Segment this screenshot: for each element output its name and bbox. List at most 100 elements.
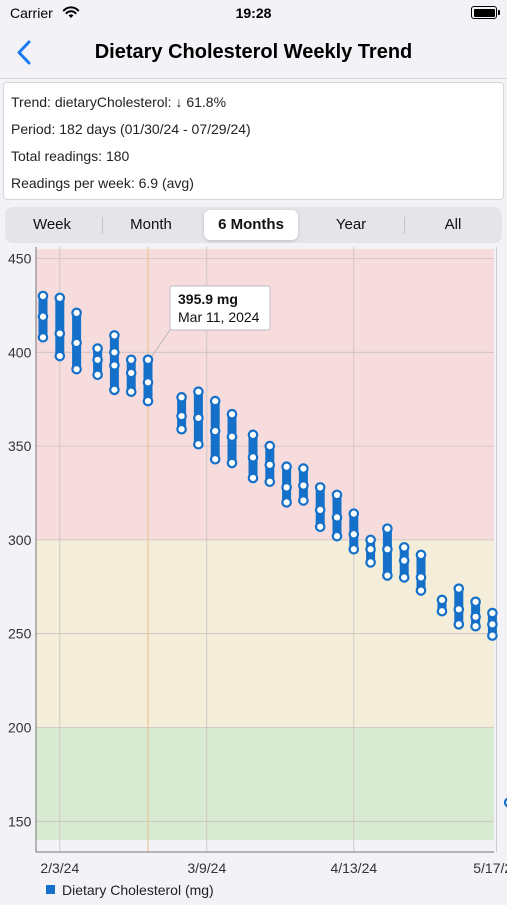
- data-point: [37, 311, 49, 322]
- data-point: [415, 549, 427, 561]
- status-bar: Carrier 19:28: [0, 0, 507, 28]
- segment-6-months[interactable]: 6 Months: [204, 210, 298, 240]
- y-tick-label: 200: [8, 720, 32, 736]
- data-point: [247, 472, 259, 484]
- data-point: [92, 369, 103, 381]
- data-point: [142, 377, 154, 388]
- data-point: [247, 452, 259, 463]
- data-point: [298, 480, 309, 491]
- data-point: [331, 530, 343, 542]
- data-point: [71, 363, 82, 375]
- data-point: [348, 508, 360, 519]
- data-point: [298, 463, 309, 474]
- data-point: [92, 354, 103, 366]
- back-button[interactable]: [10, 38, 40, 68]
- data-point: [264, 440, 276, 452]
- data-point: [314, 521, 326, 533]
- time-range-segmented-control: Week Month 6 Months Year All: [5, 207, 502, 243]
- data-point: [365, 543, 376, 555]
- data-point: [298, 495, 309, 506]
- data-point: [436, 594, 448, 606]
- x-tick-label: 2/3/24: [40, 860, 79, 876]
- data-point: [71, 307, 82, 319]
- data-point: [398, 542, 410, 553]
- data-point: [109, 360, 120, 371]
- x-tick-label: 5/17/24: [473, 860, 507, 876]
- data-point: [176, 410, 187, 422]
- data-point: [382, 543, 393, 555]
- data-point: [281, 482, 292, 493]
- data-point: [176, 423, 187, 435]
- data-point: [470, 620, 481, 632]
- data-point: [125, 354, 137, 366]
- data-point: [209, 453, 221, 465]
- data-point: [54, 292, 66, 304]
- segment-year[interactable]: Year: [335, 216, 367, 233]
- data-point: [415, 585, 427, 596]
- trend-text: Trend: dietaryCholesterol: ↓ 61.8%: [11, 94, 227, 110]
- tooltip-value: 395.9 mg: [178, 291, 238, 307]
- data-point: [331, 512, 343, 523]
- tooltip-date: Mar 11, 2024: [178, 309, 260, 325]
- data-point: [125, 386, 137, 397]
- segment-month[interactable]: Month: [130, 216, 172, 233]
- y-tick-label: 450: [8, 251, 32, 267]
- data-point: [281, 497, 292, 508]
- data-point: [142, 395, 154, 407]
- data-point: [71, 337, 82, 349]
- data-point: [247, 429, 259, 441]
- data-point: [54, 328, 66, 339]
- chevron-left-icon: [17, 40, 31, 65]
- segment-all[interactable]: All: [444, 216, 462, 233]
- zone-band: [36, 727, 494, 841]
- data-point: [453, 619, 465, 630]
- tooltip-leader: [151, 329, 171, 357]
- data-point: [226, 457, 238, 469]
- y-tick-label: 400: [8, 344, 32, 360]
- total-readings-text: Total readings: 180: [11, 148, 130, 164]
- data-point: [453, 604, 465, 615]
- segment-week[interactable]: Week: [32, 216, 72, 233]
- data-point: [37, 290, 49, 302]
- y-tick-label: 350: [8, 438, 32, 454]
- period-text: Period: 182 days (01/30/24 - 07/29/24): [11, 121, 251, 137]
- cholesterol-chart[interactable]: 450 400 350 300 250 200 150 2/3/24 3/9/24 4/13/24…: [0, 246, 507, 900]
- data-point: [487, 607, 498, 619]
- legend-swatch: [46, 885, 55, 894]
- data-point: [37, 331, 49, 343]
- wifi-icon: [62, 6, 80, 18]
- data-point: [398, 555, 410, 566]
- data-point: [382, 523, 393, 534]
- y-tick-label: 300: [8, 532, 32, 548]
- data-point: [398, 572, 410, 583]
- data-point: [125, 367, 137, 379]
- data-point: [281, 461, 292, 473]
- data-point: [264, 476, 276, 488]
- battery-icon: [471, 6, 500, 19]
- data-point: [226, 408, 238, 420]
- segment-divider: [404, 217, 405, 234]
- data-point: [470, 596, 481, 608]
- data-point: [348, 543, 360, 555]
- x-tick-label: 3/9/24: [187, 860, 226, 876]
- readings-per-week-text: Readings per week: 6.9 (avg): [11, 175, 194, 191]
- data-point: [314, 504, 326, 516]
- data-point: [487, 630, 498, 641]
- page-title: Dietary Cholesterol Weekly Trend: [94, 41, 413, 63]
- tooltip-box: [169, 285, 271, 331]
- data-point: [109, 384, 120, 396]
- data-point: [415, 572, 427, 583]
- data-point: [487, 619, 498, 630]
- summary-card: Trend: dietaryCholesterol: ↓ 61.8% Perio…: [3, 82, 504, 200]
- segment-divider: [102, 217, 103, 234]
- chart-canvas[interactable]: 450 400 350 300 250 200 150 2/3/24 3/9/24 4/13/24…: [0, 246, 507, 900]
- data-point: [382, 570, 393, 581]
- data-point: [365, 534, 376, 546]
- data-point: [92, 343, 103, 354]
- x-tick-label: 4/13/24: [330, 860, 377, 876]
- status-time: 19:28: [235, 5, 272, 21]
- data-point: [193, 386, 204, 397]
- data-point: [109, 330, 120, 341]
- data-point: [470, 611, 481, 623]
- data-point: [436, 605, 448, 617]
